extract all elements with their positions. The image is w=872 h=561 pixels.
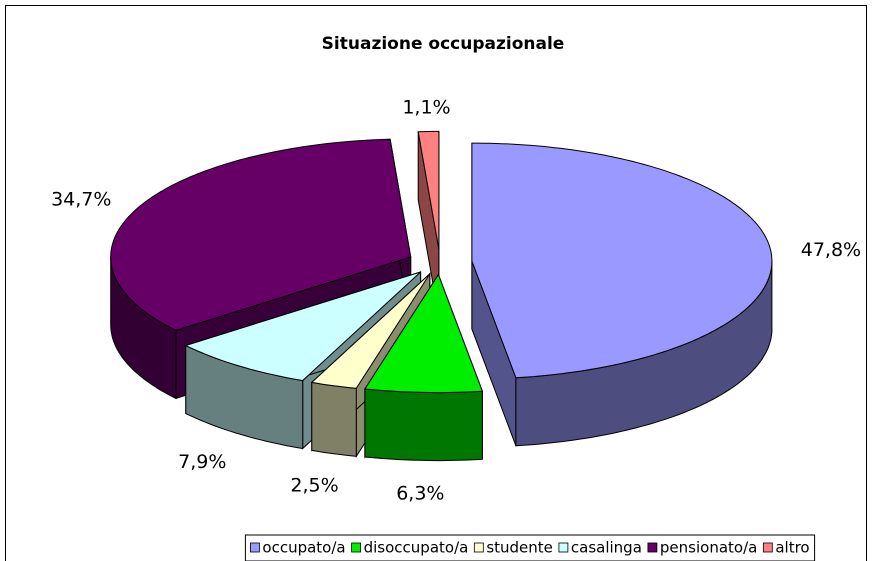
slice-top — [184, 271, 421, 382]
legend-swatch — [250, 542, 260, 553]
chart-title: Situazione occupazionale — [322, 34, 565, 54]
data-label: 47,8% — [801, 239, 861, 261]
chart-frame — [5, 5, 867, 561]
data-label: 7,9% — [178, 451, 226, 473]
slice — [364, 272, 484, 462]
slice — [471, 142, 773, 447]
slice-top — [471, 142, 773, 379]
legend-swatch — [558, 542, 569, 553]
slice-top — [417, 130, 440, 250]
legend-label: studente — [486, 539, 553, 557]
legend-label: pensionato/a — [660, 539, 757, 557]
data-label: 2,5% — [290, 475, 338, 497]
legend-label: occupato/a — [262, 539, 345, 557]
legend-box — [244, 534, 816, 561]
slice — [417, 130, 440, 318]
legend-label: disoccupato/a — [364, 539, 469, 557]
data-label: 6,3% — [396, 482, 444, 504]
legend-swatch — [351, 542, 362, 553]
legend-label: casalinga — [571, 539, 642, 557]
slice-top — [364, 273, 484, 394]
slice-top — [110, 138, 412, 331]
slice-wall — [311, 381, 357, 457]
data-label: 1,1% — [402, 96, 450, 118]
legend-swatch — [762, 542, 773, 553]
data-label: 34,7% — [51, 188, 111, 210]
legend-label: altro — [775, 539, 809, 557]
legend: occupato/a disoccupato/a studente casalinga… — [244, 534, 816, 561]
legend-swatch — [473, 542, 484, 553]
legend-swatch — [647, 542, 658, 553]
slice-wall — [364, 388, 483, 462]
slice-top — [310, 273, 431, 389]
